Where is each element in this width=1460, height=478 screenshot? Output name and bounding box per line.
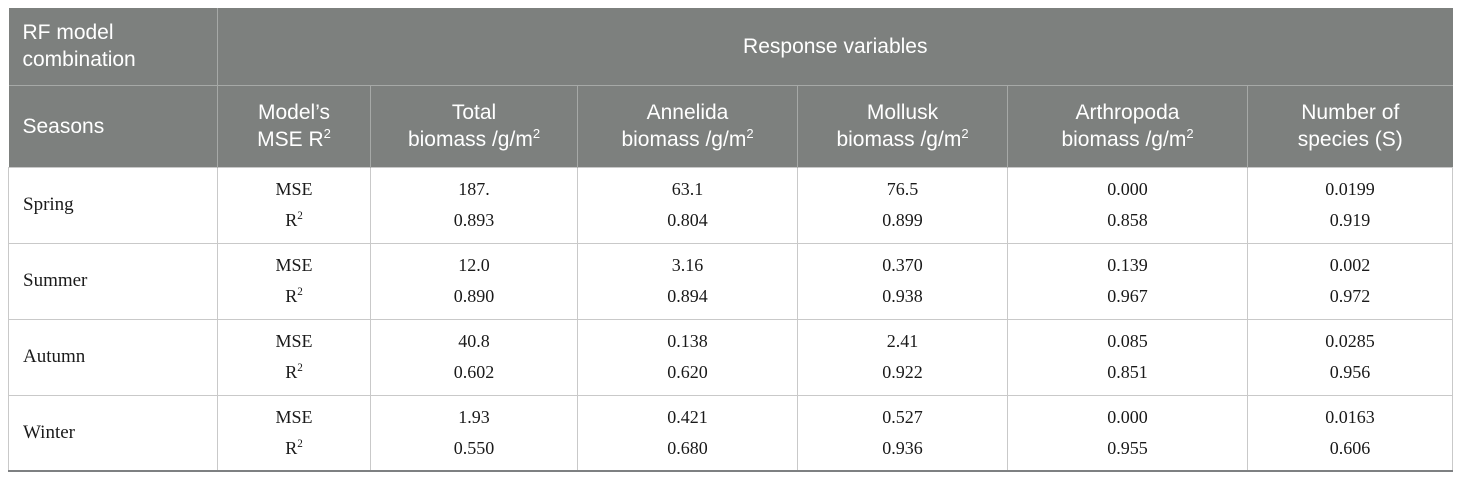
header-line1: Annelida <box>646 101 729 124</box>
cell-arthropoda-biomass: 0.000 0.858 <box>1007 166 1248 244</box>
superscript-2: 2 <box>1186 126 1194 141</box>
header-line2: biomass /g/m2 <box>621 126 754 151</box>
metric-labels: MSE R2 <box>217 166 371 244</box>
header-rf-model-combination: RF model combination <box>8 8 218 85</box>
paper-table-region: RF model combination Response variables … <box>8 8 1454 472</box>
header-line1: Arthropoda <box>1075 101 1180 124</box>
superscript-2: 2 <box>297 210 303 222</box>
header-line1: Number of <box>1301 101 1400 124</box>
cell-annelida-biomass: 3.16 0.894 <box>577 242 798 320</box>
superscript-2: 2 <box>746 126 754 141</box>
season-label: Summer <box>8 242 218 320</box>
header-number-of-species: Number of species (S) <box>1246 84 1453 167</box>
cell-total-biomass: 40.8 0.602 <box>370 318 578 396</box>
season-label: Autumn <box>8 318 218 396</box>
metric-labels: MSE R2 <box>217 394 371 472</box>
cell-arthropoda-biomass: 0.085 0.851 <box>1007 318 1248 396</box>
cell-annelida-biomass: 0.421 0.680 <box>577 394 798 472</box>
row-spring: Spring MSE R2 187. 0.893 63.1 0.804 76.5 0.… <box>8 166 1454 244</box>
rf-model-results-table: RF model combination Response variables … <box>8 8 1454 472</box>
cell-arthropoda-biomass: 0.000 0.955 <box>1007 394 1248 472</box>
header-line2: biomass /g/m2 <box>407 126 541 151</box>
superscript-2: 2 <box>297 437 303 450</box>
cell-number-of-species: 0.002 0.972 <box>1246 242 1454 320</box>
superscript-2: 2 <box>297 362 303 374</box>
row-autumn: Autumn MSE R2 40.8 0.602 0.138 0.620 2.41 0… <box>8 318 1454 396</box>
superscript-2: 2 <box>297 286 303 298</box>
row-summer: Summer MSE R2 12.0 0.890 3.16 0.894 0.370 0… <box>8 242 1454 320</box>
cell-annelida-biomass: 0.138 0.620 <box>577 318 798 396</box>
cell-number-of-species: 0.0199 0.919 <box>1246 166 1454 244</box>
header-line1: Mollusk <box>866 101 939 124</box>
cell-mollusk-biomass: 0.527 0.936 <box>797 394 1008 472</box>
cell-total-biomass: 187. 0.893 <box>370 166 578 244</box>
metric-labels: MSE R2 <box>217 318 371 396</box>
header-line2: species (S) <box>1297 128 1403 151</box>
cell-total-biomass: 12.0 0.890 <box>370 242 578 320</box>
header-line2: biomass /g/m2 <box>1061 126 1194 151</box>
header-line1: Total <box>451 101 497 124</box>
cell-number-of-species: 0.0163 0.606 <box>1246 394 1454 472</box>
header-columns-row: Seasons Model’s MSE R2 Total biomass /g/… <box>8 84 1453 167</box>
header-total-biomass: Total biomass /g/m2 <box>370 84 578 167</box>
header-line2: MSE R2 <box>257 126 331 151</box>
cell-annelida-biomass: 63.1 0.804 <box>577 166 798 244</box>
cell-mollusk-biomass: 76.5 0.899 <box>797 166 1008 244</box>
header-models-mse-r2: Model’s MSE R2 <box>217 84 371 167</box>
cell-total-biomass: 1.93 0.550 <box>370 394 578 472</box>
season-label: Winter <box>8 394 218 472</box>
header-arthropoda-biomass: Arthropoda biomass /g/m2 <box>1007 84 1248 167</box>
cell-number-of-species: 0.0285 0.956 <box>1246 318 1454 396</box>
metric-labels: MSE R2 <box>217 242 371 320</box>
header-response-variables: Response variables <box>216 8 1453 85</box>
header-seasons: Seasons <box>8 84 218 167</box>
cell-mollusk-biomass: 2.41 0.922 <box>797 318 1008 396</box>
header-mollusk-biomass: Mollusk biomass /g/m2 <box>797 84 1008 167</box>
header-annelida-biomass: Annelida biomass /g/m2 <box>577 84 798 167</box>
cell-arthropoda-biomass: 0.139 0.967 <box>1007 242 1248 320</box>
header-line2: biomass /g/m2 <box>836 126 969 151</box>
table-body: Spring MSE R2 187. 0.893 63.1 0.804 76.5 0.… <box>8 166 1454 472</box>
superscript-2: 2 <box>532 126 541 141</box>
row-winter: Winter MSE R2 1.93 0.550 0.421 0.680 0.527… <box>8 394 1454 472</box>
header-group-row: RF model combination Response variables <box>8 8 1453 85</box>
cell-mollusk-biomass: 0.370 0.938 <box>797 242 1008 320</box>
table-header: RF model combination Response variables … <box>8 8 1453 167</box>
superscript-2: 2 <box>961 126 969 141</box>
superscript-2: 2 <box>323 126 331 141</box>
header-line1: Model’s <box>258 101 330 124</box>
season-label: Spring <box>8 166 218 244</box>
